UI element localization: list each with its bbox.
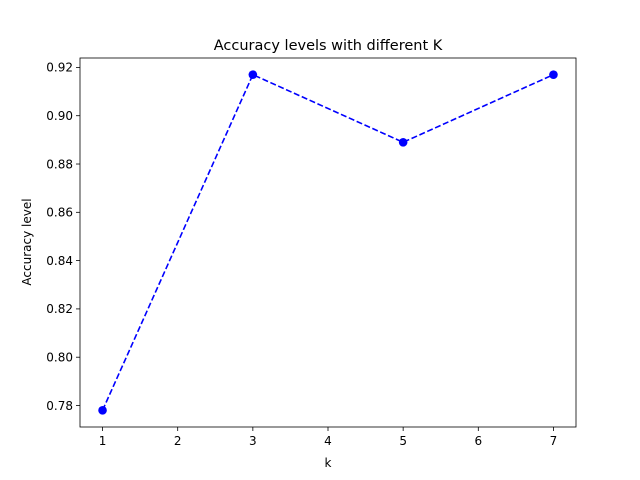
series-line <box>101 73 554 411</box>
x-tick-label: 6 <box>474 434 482 448</box>
y-tick-label: 0.86 <box>46 206 73 220</box>
y-tick-label: 0.92 <box>46 61 73 75</box>
x-tick-label: 1 <box>99 434 107 448</box>
x-tick-label: 4 <box>324 434 332 448</box>
y-axis-label: Accuracy level <box>20 198 34 285</box>
plot-frame <box>79 57 577 428</box>
plot-area: 1 2 3 4 5 6 7 0.78 0.80 0.82 0.84 0.86 0.88 0.90 0.92 <box>46 57 577 448</box>
y-tick-label: 0.78 <box>46 399 73 413</box>
x-tick-label: 2 <box>174 434 182 448</box>
data-point <box>398 137 408 147</box>
chart-title: Accuracy levels with different K <box>214 38 443 54</box>
data-point <box>248 70 258 79</box>
y-tick-label: 0.84 <box>46 254 73 268</box>
x-axis-label: k <box>325 456 332 470</box>
data-point <box>549 70 558 79</box>
x-tick-label: 3 <box>249 434 257 448</box>
x-tick-label: 7 <box>550 434 558 448</box>
y-tick-label: 0.88 <box>46 157 73 171</box>
data-point <box>98 406 107 415</box>
y-tick-label: 0.82 <box>46 302 73 316</box>
x-tick-label: 5 <box>399 434 407 448</box>
y-tick-label: 0.90 <box>46 109 73 123</box>
y-tick-label: 0.80 <box>46 351 73 365</box>
